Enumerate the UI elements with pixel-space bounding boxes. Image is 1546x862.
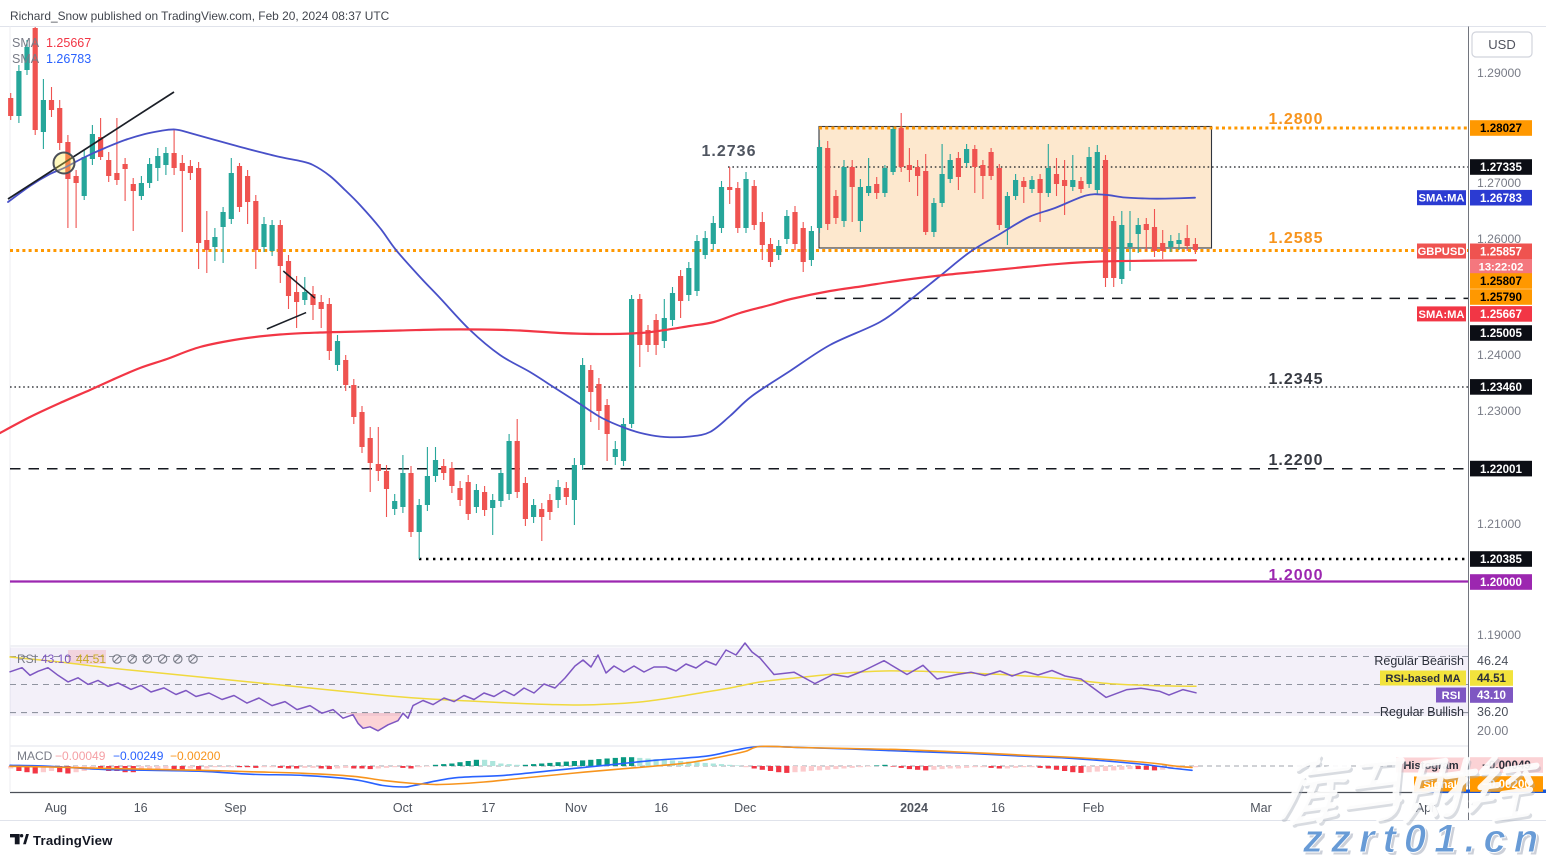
svg-text:16: 16 — [991, 801, 1005, 815]
svg-text:RSI-based MA: RSI-based MA — [1385, 673, 1460, 685]
svg-text:1.25807: 1.25807 — [1480, 275, 1522, 288]
svg-text:16: 16 — [654, 801, 668, 815]
svg-text:SMA: SMA — [12, 52, 40, 66]
svg-text:43.10: 43.10 — [41, 652, 71, 666]
svg-text:Regular Bearish: Regular Bearish — [1374, 654, 1464, 668]
svg-text:1.24000: 1.24000 — [1477, 348, 1521, 362]
svg-text:Aug: Aug — [45, 801, 67, 815]
svg-text:Richard_Snow published on Trad: Richard_Snow published on TradingView.co… — [10, 9, 390, 23]
svg-text:Nov: Nov — [565, 801, 588, 815]
svg-text:17: 17 — [482, 801, 496, 815]
svg-text:RSI: RSI — [17, 652, 37, 666]
svg-text:20.00: 20.00 — [1477, 724, 1508, 738]
svg-text:1.27335: 1.27335 — [1480, 161, 1522, 174]
svg-text:36.20: 36.20 — [1477, 705, 1508, 719]
svg-text:1.25667: 1.25667 — [1480, 308, 1522, 321]
svg-text:1.2200: 1.2200 — [1269, 452, 1324, 469]
svg-text:Feb: Feb — [1083, 801, 1105, 815]
svg-text:46.24: 46.24 — [1477, 654, 1508, 668]
svg-text:1.19000: 1.19000 — [1477, 628, 1521, 642]
svg-text:1.22001: 1.22001 — [1480, 463, 1522, 476]
svg-text:1.26783: 1.26783 — [46, 52, 91, 66]
svg-text:1.20000: 1.20000 — [1480, 576, 1522, 589]
svg-text:1.2585: 1.2585 — [1269, 230, 1324, 247]
svg-text:Dec: Dec — [734, 801, 756, 815]
svg-text:1.25005: 1.25005 — [1480, 327, 1522, 340]
svg-text:1.25857: 1.25857 — [1480, 246, 1522, 259]
svg-text:1.20385: 1.20385 — [1480, 553, 1522, 566]
svg-text:−0.00049: −0.00049 — [55, 749, 106, 763]
svg-text:1.28027: 1.28027 — [1480, 122, 1522, 135]
svg-text:44.51: 44.51 — [1477, 672, 1507, 685]
svg-text:−0.00249: −0.00249 — [113, 749, 164, 763]
svg-text:44.51: 44.51 — [76, 652, 106, 666]
svg-text:1.21000: 1.21000 — [1477, 517, 1521, 531]
svg-text:1.2345: 1.2345 — [1269, 371, 1324, 388]
svg-text:1.25790: 1.25790 — [1480, 291, 1522, 304]
svg-text:Oct: Oct — [393, 801, 413, 815]
svg-text:1.27000: 1.27000 — [1477, 176, 1521, 190]
svg-text:GBPUSD: GBPUSD — [1418, 246, 1466, 258]
svg-text:16: 16 — [134, 801, 148, 815]
svg-text:1.23460: 1.23460 — [1480, 381, 1522, 394]
svg-text:1.25667: 1.25667 — [46, 36, 91, 50]
svg-text:1.2736: 1.2736 — [702, 143, 757, 160]
svg-text:SMA:MA: SMA:MA — [1419, 309, 1465, 321]
svg-text:1.2800: 1.2800 — [1269, 111, 1324, 128]
svg-text:13:22:02: 13:22:02 — [1479, 262, 1524, 274]
svg-text:1.23000: 1.23000 — [1477, 404, 1521, 418]
svg-text:SMA: SMA — [12, 36, 40, 50]
svg-text:2024: 2024 — [900, 801, 928, 815]
svg-text:43.10: 43.10 — [1477, 689, 1506, 702]
svg-text:TradingView: TradingView — [33, 833, 113, 848]
svg-text:Regular Bullish: Regular Bullish — [1380, 705, 1464, 719]
svg-text:Sep: Sep — [224, 801, 246, 815]
svg-text:zzrt01.cn: zzrt01.cn — [1302, 817, 1546, 857]
svg-text:−0.00200: −0.00200 — [170, 749, 221, 763]
svg-text:1.2000: 1.2000 — [1269, 567, 1324, 584]
svg-text:SMA:MA: SMA:MA — [1419, 193, 1465, 205]
svg-text:1.26783: 1.26783 — [1480, 192, 1522, 205]
svg-text:Mar: Mar — [1250, 801, 1272, 815]
svg-text:RSI: RSI — [1442, 690, 1461, 702]
svg-text:USD: USD — [1488, 37, 1515, 52]
svg-text:1.29000: 1.29000 — [1477, 66, 1521, 80]
svg-text:MACD: MACD — [17, 749, 53, 763]
